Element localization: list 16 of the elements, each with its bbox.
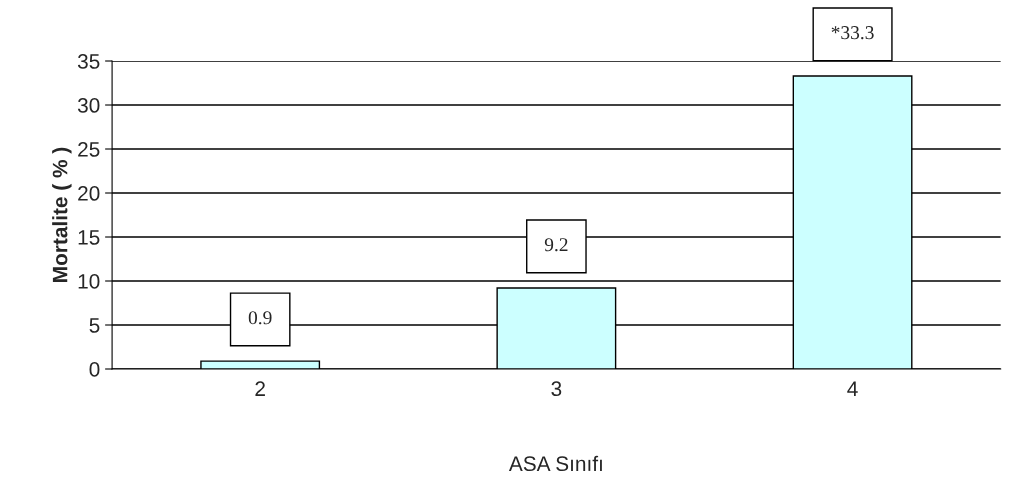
y-axis-title: Mortalite ( % ) bbox=[52, 147, 72, 282]
y-tick-label: 35 bbox=[77, 54, 100, 69]
y-tick-label: 25 bbox=[78, 142, 100, 157]
x-tick-label: 2 bbox=[255, 381, 265, 396]
data-label: 0.9 bbox=[248, 311, 272, 325]
x-tick-label: 4 bbox=[847, 381, 858, 396]
y-tick-label: 15 bbox=[78, 230, 100, 245]
data-label: *33.3 bbox=[831, 26, 874, 40]
x-axis-title: ASA Sınıfı bbox=[508, 455, 602, 472]
y-tick-label: 30 bbox=[77, 98, 100, 113]
y-tick-label: 20 bbox=[78, 186, 100, 201]
x-tick-label: 3 bbox=[551, 381, 562, 397]
y-tick-label: 5 bbox=[89, 318, 100, 333]
data-label: 9.2 bbox=[544, 238, 568, 252]
y-tick-label: 10 bbox=[78, 274, 100, 289]
y-tick-label: 0 bbox=[89, 362, 100, 377]
